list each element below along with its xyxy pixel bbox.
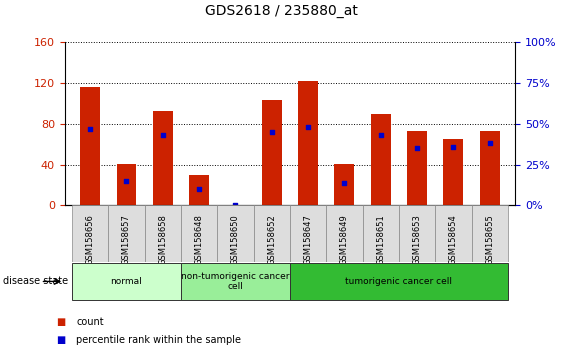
Bar (290, 205, 327, 262)
Bar (327, 205, 363, 262)
Point (340, 180, 349, 185)
Bar (290, 263, 508, 300)
Bar (72, 263, 181, 300)
Bar (363, 205, 399, 262)
Bar (399, 205, 435, 262)
Text: GSM158650: GSM158650 (231, 214, 240, 264)
Bar (153, 111, 173, 205)
Bar (108, 205, 145, 262)
Bar (407, 131, 427, 205)
Text: GSM158649: GSM158649 (340, 214, 349, 264)
Point (303, 124, 312, 130)
Text: GDS2618 / 235880_at: GDS2618 / 235880_at (205, 4, 358, 18)
Bar (298, 81, 318, 205)
Bar (334, 164, 355, 205)
Point (413, 145, 422, 151)
Point (86, 126, 95, 132)
Text: normal: normal (110, 277, 142, 286)
Text: GSM158647: GSM158647 (303, 214, 312, 265)
Bar (117, 164, 136, 205)
Text: count: count (76, 317, 104, 327)
Text: GSM158653: GSM158653 (413, 214, 422, 265)
Bar (181, 263, 290, 300)
Text: disease state: disease state (3, 276, 68, 286)
Bar (217, 205, 253, 262)
Bar (480, 131, 500, 205)
Text: ■: ■ (56, 335, 65, 345)
Text: GSM158654: GSM158654 (449, 214, 458, 264)
Bar (145, 205, 181, 262)
Bar (181, 205, 217, 262)
Text: GSM158652: GSM158652 (267, 214, 276, 264)
Bar (262, 101, 282, 205)
Text: GSM158655: GSM158655 (485, 214, 494, 264)
Bar (435, 205, 472, 262)
Text: GSM158658: GSM158658 (158, 214, 167, 265)
Text: non-tumorigenic cancer
cell: non-tumorigenic cancer cell (181, 272, 290, 291)
Bar (444, 139, 463, 205)
Bar (80, 87, 100, 205)
Bar (472, 205, 508, 262)
Text: tumorigenic cancer cell: tumorigenic cancer cell (346, 277, 453, 286)
Point (195, 186, 204, 192)
Bar (371, 114, 391, 205)
Point (449, 144, 458, 149)
Text: GSM158656: GSM158656 (86, 214, 95, 265)
Bar (189, 175, 209, 205)
Text: percentile rank within the sample: percentile rank within the sample (76, 335, 241, 345)
Text: GSM158657: GSM158657 (122, 214, 131, 265)
Text: ■: ■ (56, 317, 65, 327)
Text: GSM158648: GSM158648 (195, 214, 204, 265)
Point (158, 132, 167, 138)
Point (122, 178, 131, 184)
Bar (253, 205, 290, 262)
Point (376, 132, 385, 138)
Point (485, 141, 494, 146)
Bar (72, 205, 108, 262)
Point (231, 202, 240, 208)
Text: GSM158651: GSM158651 (376, 214, 385, 264)
Point (267, 129, 276, 135)
